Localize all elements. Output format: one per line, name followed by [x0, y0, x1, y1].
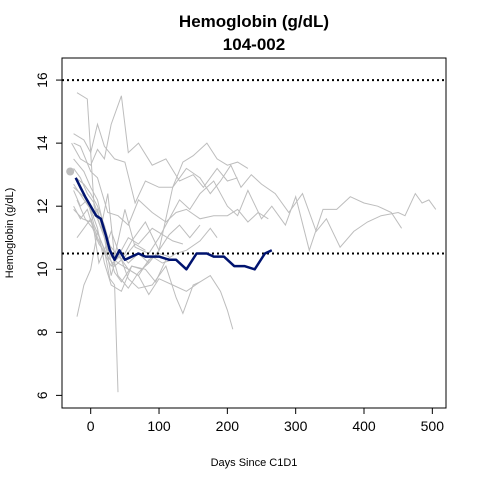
- x-tick-label: 0: [87, 418, 95, 434]
- plot-frame: [61, 57, 447, 409]
- y-tick-label: 14: [34, 135, 50, 151]
- background-series-line-6: [73, 158, 234, 330]
- background-series-line-2: [76, 92, 403, 257]
- chart-subtitle: 104-002: [223, 35, 285, 54]
- background-series-line-3: [71, 95, 238, 189]
- baseline-point: [66, 167, 75, 176]
- x-tick-label: 500: [421, 418, 445, 434]
- y-tick-label: 6: [34, 391, 50, 399]
- background-series-line-10: [75, 177, 201, 290]
- x-tick-label: 100: [147, 418, 171, 434]
- background-series-line-8: [73, 205, 119, 393]
- y-tick-label: 16: [34, 72, 50, 88]
- x-tick-label: 200: [216, 418, 240, 434]
- background-series-line-15: [73, 190, 146, 267]
- x-tick-label: 300: [284, 418, 308, 434]
- y-axis-label: Hemoglobin (g/dL): [4, 188, 16, 279]
- chart-title: Hemoglobin (g/dL): [179, 12, 329, 31]
- axes-layer: 0 100 200 300 400 500 6 8 10 12 14 16: [34, 57, 447, 434]
- y-tick-label: 8: [34, 328, 50, 336]
- highlight-series-line: [74, 177, 273, 271]
- background-series-line-1: [73, 164, 437, 261]
- y-tick-label: 12: [34, 198, 50, 214]
- background-series-line-9: [73, 186, 218, 293]
- background-series-line-7: [76, 229, 201, 317]
- background-series-line-11: [76, 217, 184, 268]
- y-tick-label: 10: [34, 261, 50, 277]
- x-tick-label: 400: [352, 418, 376, 434]
- x-axis-label: Days Since C1D1: [211, 457, 298, 469]
- background-series-line-5: [73, 142, 269, 226]
- background-series-line-4: [73, 122, 249, 205]
- series-layer: [62, 79, 446, 393]
